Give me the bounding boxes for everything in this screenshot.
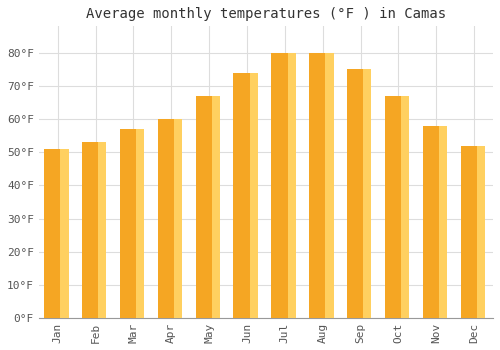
Bar xyxy=(271,53,290,318)
Bar xyxy=(136,129,144,318)
Bar xyxy=(347,69,366,318)
Bar xyxy=(326,53,334,318)
Bar xyxy=(364,69,372,318)
Bar xyxy=(98,142,106,318)
Bar xyxy=(44,149,63,318)
Title: Average monthly temperatures (°F ) in Camas: Average monthly temperatures (°F ) in Ca… xyxy=(86,7,446,21)
Bar xyxy=(460,146,479,318)
Bar xyxy=(158,119,176,318)
Bar xyxy=(250,73,258,318)
Bar xyxy=(439,126,447,318)
Bar xyxy=(212,96,220,318)
Bar xyxy=(477,146,485,318)
Bar xyxy=(288,53,296,318)
Bar xyxy=(174,119,182,318)
Bar xyxy=(401,96,409,318)
Bar xyxy=(234,73,252,318)
Bar xyxy=(385,96,404,318)
Bar xyxy=(422,126,442,318)
Bar xyxy=(309,53,328,318)
Bar xyxy=(120,129,139,318)
Bar xyxy=(82,142,101,318)
Bar xyxy=(60,149,68,318)
Bar xyxy=(196,96,214,318)
